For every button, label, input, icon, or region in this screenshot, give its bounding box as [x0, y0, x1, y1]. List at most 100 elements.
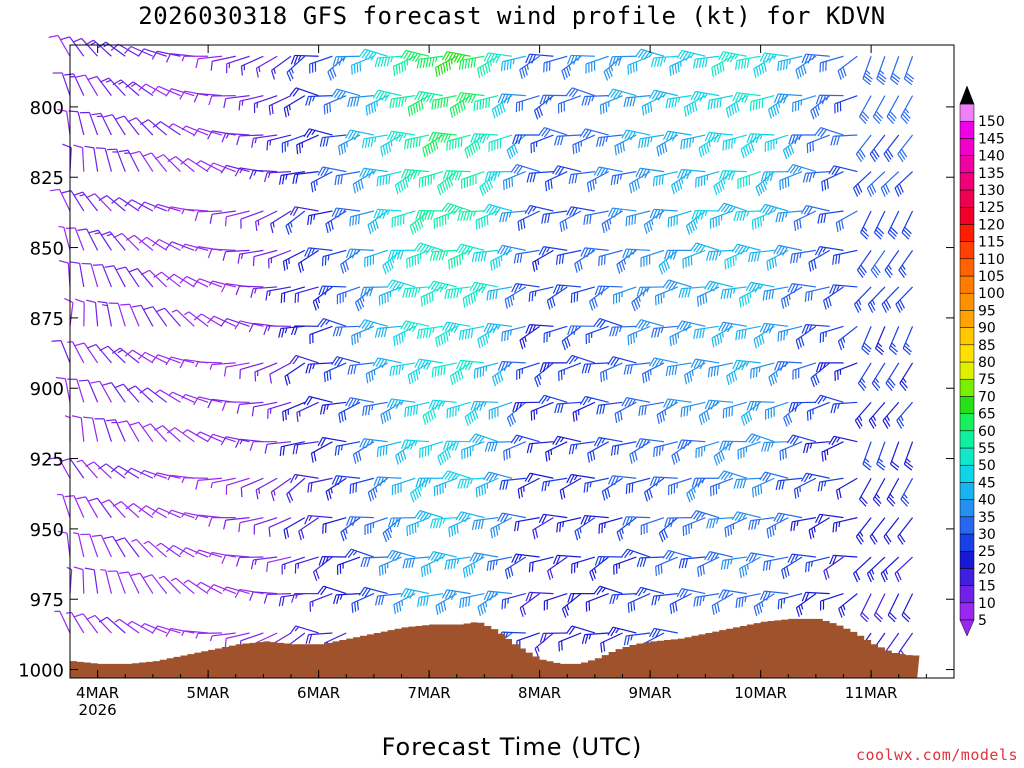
wind-barb: [623, 95, 651, 108]
wind-barb-feather: [494, 107, 499, 117]
wind-barb-feather: [688, 223, 693, 234]
wind-barb: [129, 421, 154, 443]
wind-barb-feather: [235, 285, 240, 296]
wind-barb-feather: [462, 100, 466, 110]
wind-barb-feather: [665, 98, 669, 109]
wind-barb-feather: [434, 139, 439, 150]
wind-barb-shaft: [378, 441, 402, 449]
wind-barb: [601, 477, 623, 501]
wind-barb-feather: [473, 101, 476, 111]
wind-barb-shaft: [736, 92, 761, 97]
wind-barb-feather: [470, 564, 474, 574]
wind-barb-feather: [556, 135, 561, 146]
wind-barb-shaft: [270, 477, 292, 493]
wind-barb: [512, 401, 540, 412]
colorbar-label: 50: [978, 458, 996, 474]
wind-barb-feather: [426, 294, 429, 305]
wind-barb: [292, 171, 319, 184]
wind-barb-feather: [680, 169, 686, 179]
wind-barb-feather: [724, 590, 730, 600]
wind-barb-feather: [780, 331, 783, 341]
wind-barb-feather: [89, 229, 99, 234]
wind-barb-feather: [663, 250, 669, 260]
wind-barb: [253, 95, 278, 113]
wind-barb-shaft: [349, 248, 374, 251]
wind-barb-feather: [126, 385, 136, 391]
wind-barb-shaft: [211, 210, 236, 215]
wind-barb-feather: [900, 498, 908, 507]
wind-barb: [800, 472, 830, 483]
wind-barb-feather: [903, 78, 913, 86]
wind-barb-feather: [382, 532, 388, 543]
wind-barb-feather: [867, 303, 874, 313]
wind-barb-feather: [796, 220, 799, 230]
wind-barb-feather: [721, 590, 727, 600]
wind-barb-feather: [334, 208, 340, 218]
wind-barb-feather: [310, 182, 314, 193]
wind-barb: [182, 429, 209, 443]
wind-barb-feather: [323, 372, 326, 383]
wind-barb-feather: [502, 246, 509, 256]
wind-barb-feather: [165, 53, 171, 63]
wind-barb: [124, 467, 154, 479]
wind-barb-feather: [315, 299, 320, 309]
wind-barb: [788, 401, 816, 412]
wind-barb-feather: [895, 303, 901, 313]
wind-barb-feather: [617, 56, 622, 66]
wind-barb-feather: [732, 360, 738, 370]
wind-barb: [87, 75, 112, 97]
wind-barb-feather: [234, 167, 241, 177]
colorbar-swatch: [959, 327, 975, 346]
wind-barb-shaft: [821, 171, 844, 183]
wind-barb-feather: [447, 559, 451, 570]
wind-barb-feather: [453, 323, 460, 333]
wind-barb: [444, 556, 471, 570]
wind-barb-feather: [504, 331, 507, 341]
wind-barb-feather: [589, 451, 593, 462]
wind-barb: [773, 93, 803, 104]
wind-barb-shaft: [805, 591, 830, 595]
wind-barb-feather: [890, 463, 899, 471]
wind-barb-feather: [419, 329, 423, 339]
wind-barb-feather: [725, 140, 728, 150]
wind-barb-feather: [284, 376, 289, 386]
wind-barb-feather: [881, 303, 888, 313]
wind-barb-shaft: [587, 171, 609, 184]
wind-barb-feather: [457, 103, 461, 113]
credit-link[interactable]: coolwx.com/models: [855, 746, 1018, 764]
wind-barb: [263, 171, 292, 183]
wind-barb-shaft: [547, 286, 568, 301]
wind-barb-feather: [559, 222, 563, 233]
wind-barb: [869, 517, 886, 545]
wind-barb-feather: [552, 165, 559, 175]
wind-barb-shaft: [336, 207, 361, 212]
wind-barb-feather: [634, 48, 642, 58]
wind-barb-feather: [696, 297, 700, 307]
wind-barb-feather: [380, 414, 384, 425]
wind-barb-feather: [699, 596, 703, 606]
wind-barb-half-feather: [196, 160, 201, 165]
wind-barb-feather: [668, 399, 675, 409]
wind-barb: [593, 436, 623, 447]
wind-barb-feather: [403, 321, 410, 331]
wind-barb-feather: [837, 70, 842, 80]
wind-barb-feather: [814, 127, 822, 136]
wind-barb: [899, 362, 914, 391]
wind-barb-feather: [395, 65, 398, 75]
wind-barb-feather: [877, 460, 886, 468]
wind-barb-feather: [454, 372, 459, 383]
wind-barb-feather: [435, 337, 439, 348]
wind-barb-shaft: [682, 517, 706, 528]
wind-barb-feather: [538, 514, 545, 524]
wind-barb-shaft: [709, 95, 734, 101]
wind-barb-half-feather: [102, 304, 108, 307]
wind-barb-shaft: [794, 477, 817, 490]
wind-barb: [142, 152, 168, 172]
wind-barb: [79, 111, 99, 136]
wind-barb: [364, 517, 388, 535]
wind-barb: [862, 441, 872, 471]
wind-barb: [579, 395, 609, 406]
wind-barb-shaft: [117, 43, 140, 57]
wind-barb-shaft: [805, 324, 830, 327]
wind-barb-feather: [376, 176, 379, 187]
